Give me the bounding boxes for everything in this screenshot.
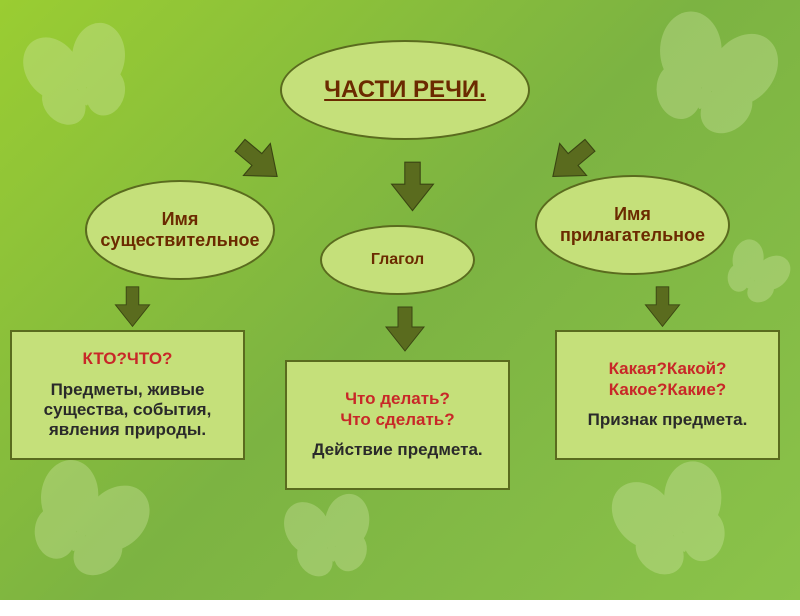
node-adj_box: Какая?Какой? Какое?Какие? Признак предмет… (555, 330, 780, 460)
node-description: Предметы, живые существа, события, явлен… (20, 380, 235, 441)
node-root: ЧАСТИ РЕЧИ. (280, 40, 530, 140)
arrow-verb-to-verb_box (380, 300, 430, 355)
node-question: КТО?ЧТО? (83, 349, 173, 369)
node-verb: Глагол (320, 225, 475, 295)
node-description: Признак предмета. (588, 410, 748, 430)
node-question: Какая?Какой? Какое?Какие? (609, 359, 727, 400)
node-noun_box: КТО?ЧТО? Предметы, живые существа, событи… (10, 330, 245, 460)
node-adj: Имя прилагательное (535, 175, 730, 275)
node-description: Действие предмета. (312, 440, 482, 460)
node-question: Что делать? Что сделать? (340, 389, 454, 430)
node-verb_box: Что делать? Что сделать? Действие предмет… (285, 360, 510, 490)
node-label: Глагол (359, 251, 436, 269)
arrow-root-to-verb (385, 155, 440, 215)
node-label: ЧАСТИ РЕЧИ. (312, 76, 498, 104)
arrow-noun-to-noun_box (110, 280, 155, 330)
butterfly-decoration (272, 482, 388, 598)
node-label: Имя прилагательное (537, 204, 728, 245)
node-label: Имя существительное (87, 209, 273, 250)
arrow-adj-to-adj_box (640, 280, 685, 330)
node-noun: Имя существительное (85, 180, 275, 280)
